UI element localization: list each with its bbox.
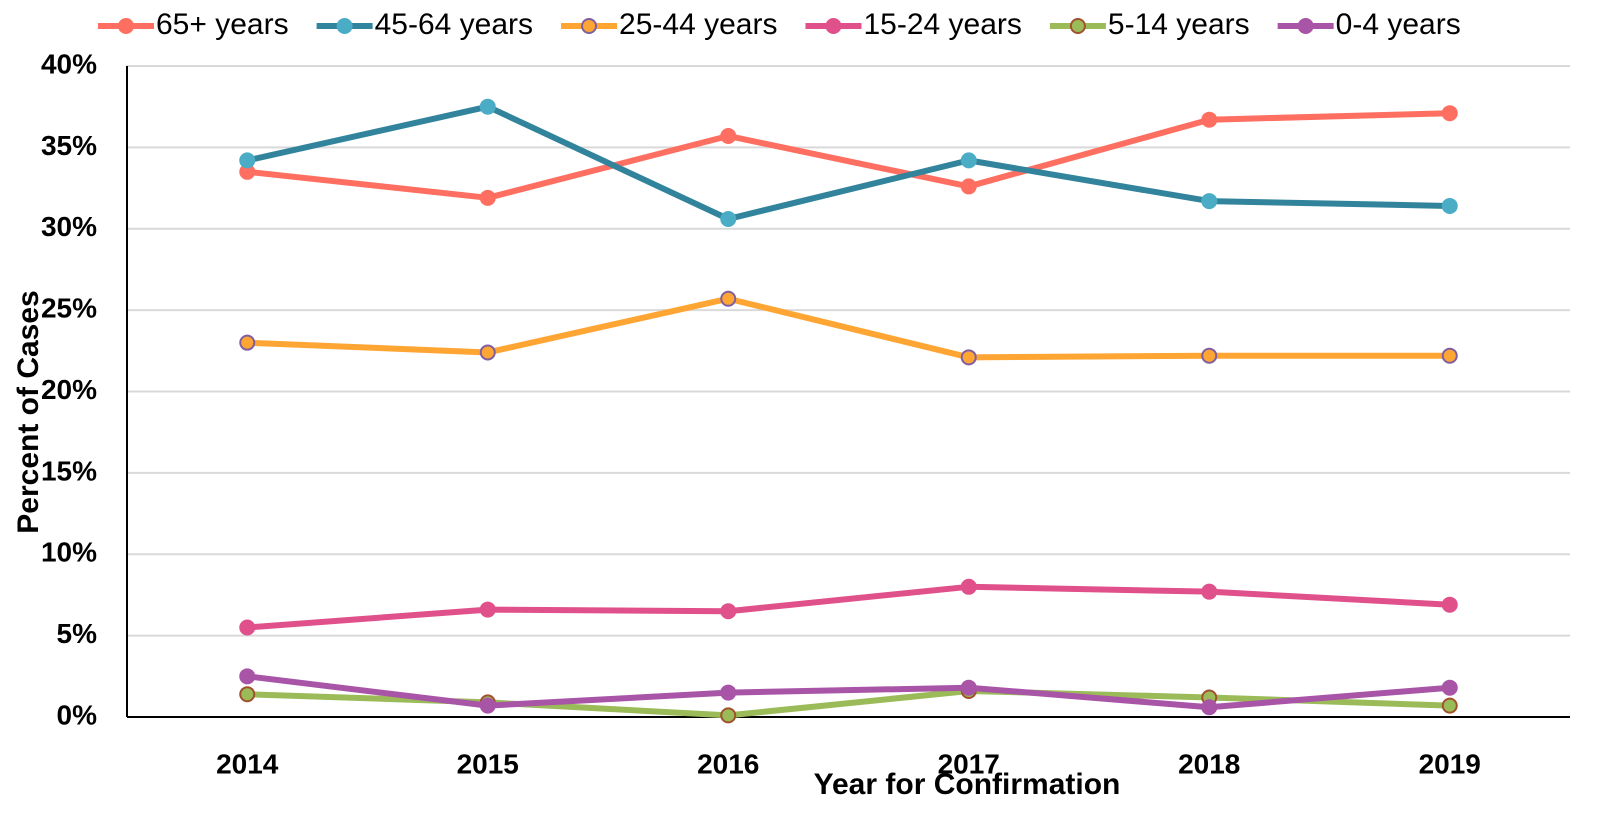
data-point [479, 189, 496, 206]
data-point [479, 98, 496, 115]
data-point [720, 290, 737, 307]
y-tick-label: 5% [57, 618, 98, 649]
data-point [239, 152, 256, 169]
x-tick-label: 2015 [457, 748, 519, 779]
data-point [239, 668, 256, 685]
data-point [1201, 347, 1218, 364]
data-point [960, 578, 977, 595]
data-point [1441, 596, 1458, 613]
legend-marker [581, 18, 598, 34]
data-point [960, 679, 977, 696]
data-point [960, 349, 977, 366]
data-point [720, 603, 737, 620]
data-point [1441, 197, 1458, 214]
data-point [479, 601, 496, 618]
y-tick-label: 0% [57, 699, 98, 730]
y-tick-label: 25% [41, 293, 97, 324]
data-point [1441, 679, 1458, 696]
data-point [239, 686, 256, 703]
y-tick-label: 40% [41, 48, 97, 79]
data-point [1201, 111, 1218, 128]
data-point [1201, 699, 1218, 716]
legend-label: 0-4 years [1336, 8, 1461, 41]
legend-marker [118, 18, 134, 34]
y-tick-label: 15% [41, 455, 97, 486]
y-tick-label: 10% [41, 537, 97, 568]
legend-label: 65+ years [156, 8, 289, 41]
data-point [1441, 347, 1458, 364]
data-point [960, 152, 977, 169]
data-point [479, 697, 496, 714]
data-point [1441, 105, 1458, 122]
data-point [1441, 697, 1458, 714]
data-point [720, 684, 737, 701]
data-point [960, 178, 977, 195]
y-axis-label: Percent of Cases [12, 290, 45, 533]
data-point [479, 344, 496, 361]
data-point [720, 707, 737, 724]
data-point [1201, 583, 1218, 600]
data-point [720, 127, 737, 144]
legend-marker [1069, 18, 1086, 34]
x-tick-label: 2017 [938, 748, 1000, 779]
series-line [247, 295, 1450, 361]
data-point [1201, 193, 1218, 210]
series-line [247, 583, 1450, 631]
legend-marker [825, 18, 842, 34]
series-line [246, 103, 1450, 222]
y-tick-label: 30% [41, 211, 97, 242]
legend-label: 15-24 years [863, 8, 1021, 41]
x-axis-label: Year for Confirmation [814, 768, 1121, 801]
data-point [239, 619, 256, 636]
legend-marker [1297, 18, 1314, 34]
x-tick-label: 2018 [1178, 748, 1240, 779]
x-tick-label: 2019 [1419, 748, 1481, 779]
data-point [720, 210, 737, 227]
x-tick-label: 2014 [216, 748, 279, 779]
legend-label: 25-44 years [619, 8, 777, 41]
data-point [239, 334, 256, 351]
y-tick-label: 35% [41, 130, 97, 161]
series-line [246, 673, 1450, 711]
legend-label: 45-64 years [375, 8, 533, 41]
x-tick-label: 2016 [697, 748, 759, 779]
y-tick-label: 20% [41, 374, 97, 405]
series-line [246, 110, 1450, 201]
legend-marker [336, 18, 353, 34]
legend-label: 5-14 years [1108, 8, 1250, 41]
